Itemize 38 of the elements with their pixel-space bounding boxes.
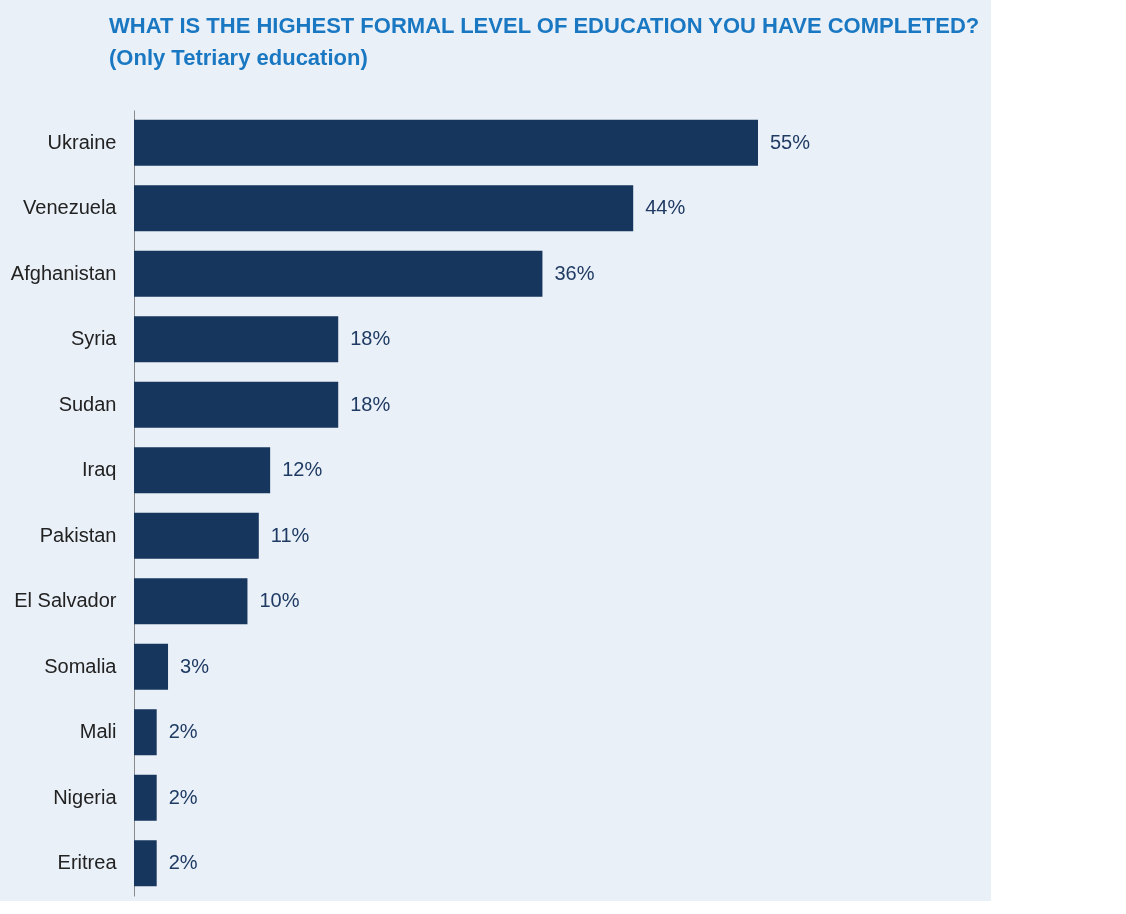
data-label: 11% — [270, 523, 310, 546]
data-label: 12% — [282, 458, 323, 481]
y-tick-label: Somalia — [44, 654, 118, 677]
y-tick-label: Nigeria — [53, 785, 118, 808]
data-label: 2% — [168, 851, 198, 874]
bar — [134, 119, 758, 166]
bar — [134, 512, 259, 559]
y-tick-label: Venezuela — [23, 196, 118, 219]
data-label: 18% — [350, 327, 391, 350]
y-tick-label: Sudan — [58, 392, 117, 415]
data-label: 44% — [645, 196, 686, 219]
y-tick-label: Afghanistan — [10, 261, 117, 284]
data-label: 55% — [770, 130, 811, 153]
y-tick-label: Mali — [79, 720, 117, 743]
data-label: 2% — [168, 785, 198, 808]
bar — [134, 578, 248, 625]
y-tick-label: El Salvador — [14, 589, 117, 612]
bar — [134, 709, 157, 756]
y-tick-label: Iraq — [82, 458, 117, 481]
data-label: 18% — [350, 392, 391, 415]
data-label: 3% — [180, 654, 210, 677]
y-tick-label: Syria — [70, 327, 118, 350]
y-tick-label: Ukraine — [47, 130, 117, 153]
chart-title: WHAT IS THE HIGHEST FORMAL LEVEL OF EDUCATION YOU HAVE COMPLETED? — [109, 13, 980, 38]
data-label: 36% — [554, 261, 595, 284]
bar — [134, 381, 339, 428]
y-tick-label: Eritrea — [57, 851, 118, 874]
chart-subtitle: (Only Tetriary education) — [109, 45, 368, 70]
bar — [134, 643, 169, 690]
data-label: 10% — [259, 589, 300, 612]
data-label: 2% — [168, 720, 198, 743]
bar — [134, 447, 271, 494]
bar — [134, 185, 634, 232]
bar — [134, 774, 157, 821]
bar — [134, 316, 339, 363]
bar — [134, 250, 543, 297]
y-tick-label: Pakistan — [39, 523, 117, 546]
bar — [134, 840, 157, 887]
